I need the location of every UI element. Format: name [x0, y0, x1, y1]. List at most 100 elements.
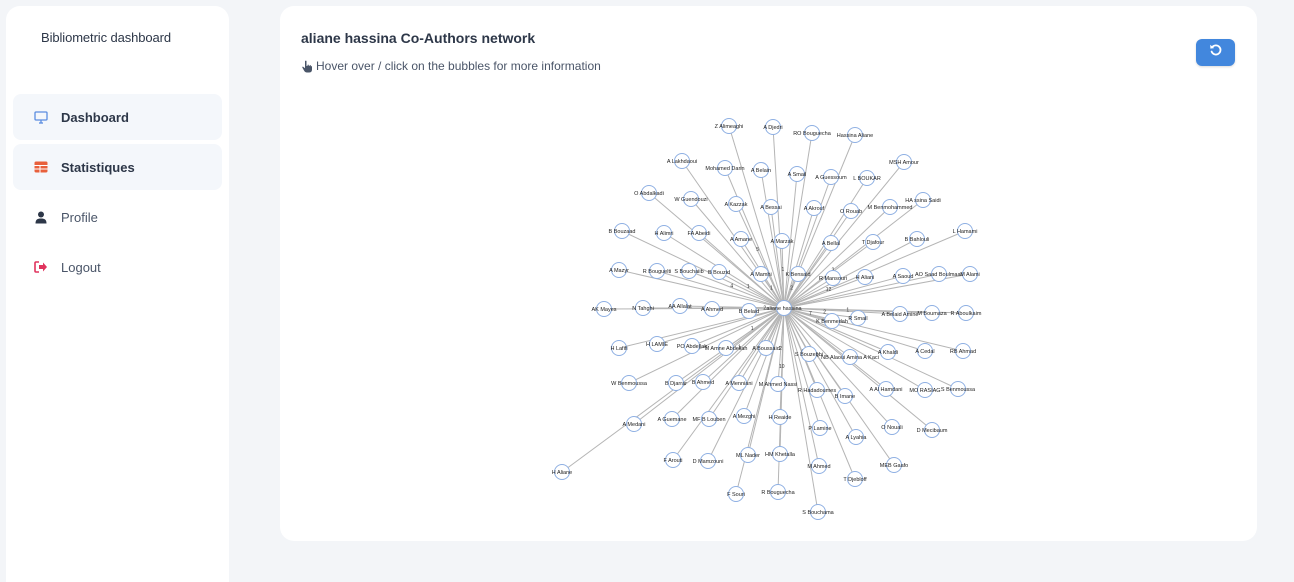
coauthor-node[interactable] — [711, 264, 727, 280]
coauthor-node[interactable] — [823, 235, 839, 251]
coauthor-node[interactable] — [753, 266, 769, 282]
coauthor-node[interactable] — [733, 231, 749, 247]
coauthor-node[interactable] — [924, 422, 940, 438]
coauthor-node[interactable] — [859, 170, 875, 186]
reset-button[interactable] — [1196, 39, 1235, 66]
coauthor-node[interactable] — [758, 340, 774, 356]
coauthor-node[interactable] — [700, 453, 716, 469]
coauthor-node[interactable] — [842, 349, 858, 365]
coauthor-node[interactable] — [665, 452, 681, 468]
coauthor-node[interactable] — [635, 300, 651, 316]
coauthor-node[interactable] — [850, 310, 866, 326]
coauthor-node[interactable] — [770, 376, 786, 392]
coauthor-node[interactable] — [801, 346, 817, 362]
coauthor-node[interactable] — [621, 375, 637, 391]
coauthor-node[interactable] — [847, 471, 863, 487]
coauthor-node[interactable] — [664, 411, 680, 427]
coauthor-node[interactable] — [649, 336, 665, 352]
coauthor-node[interactable] — [728, 196, 744, 212]
coauthor-node-label: RO Bouguecha — [793, 131, 832, 137]
coauthor-node[interactable] — [823, 169, 839, 185]
coauthor-node[interactable] — [668, 375, 684, 391]
coauthor-node[interactable] — [736, 408, 752, 424]
coauthor-node-label: K Benmedah — [816, 319, 848, 325]
coauthor-node[interactable] — [681, 263, 697, 279]
coauthor-node[interactable] — [931, 266, 947, 282]
coauthor-node[interactable] — [672, 298, 688, 314]
coauthor-node[interactable] — [880, 344, 896, 360]
center-author-node[interactable] — [776, 300, 792, 316]
coauthor-node[interactable] — [848, 429, 864, 445]
coauthor-node[interactable] — [649, 263, 665, 279]
coauthor-node[interactable] — [809, 382, 825, 398]
coauthor-node[interactable] — [790, 266, 806, 282]
coauthor-node[interactable] — [825, 270, 841, 286]
coauthor-node[interactable] — [695, 374, 711, 390]
coauthor-node[interactable] — [962, 266, 978, 282]
coauthor-node[interactable] — [614, 223, 630, 239]
coauthor-node[interactable] — [895, 268, 911, 284]
coauthor-node[interactable] — [957, 223, 973, 239]
coauthor-node[interactable] — [884, 419, 900, 435]
coauthor-node[interactable] — [611, 262, 627, 278]
coauthor-node[interactable] — [924, 305, 940, 321]
sidebar-item-logout[interactable]: Logout — [13, 244, 222, 290]
coauthor-node[interactable] — [704, 301, 720, 317]
coauthor-node[interactable] — [886, 457, 902, 473]
sidebar-item-profile[interactable]: Profile — [13, 194, 222, 240]
coauthor-node[interactable] — [691, 225, 707, 241]
coauthor-node[interactable] — [865, 234, 881, 250]
coauthor-node[interactable] — [674, 153, 690, 169]
coauthor-node[interactable] — [917, 343, 933, 359]
coauthor-node[interactable] — [824, 313, 840, 329]
coauthor-node[interactable] — [626, 416, 642, 432]
coauthor-node[interactable] — [909, 231, 925, 247]
coauthor-node[interactable] — [772, 409, 788, 425]
coauthor-node[interactable] — [774, 233, 790, 249]
coauthor-node[interactable] — [554, 464, 570, 480]
coauthor-node[interactable] — [915, 192, 931, 208]
coauthor-node[interactable] — [611, 340, 627, 356]
coauthor-node[interactable] — [763, 199, 779, 215]
coauthor-node[interactable] — [683, 191, 699, 207]
coauthor-node[interactable] — [837, 388, 853, 404]
coauthor-node[interactable] — [741, 303, 757, 319]
coauthor-node[interactable] — [812, 420, 828, 436]
coauthor-node[interactable] — [806, 200, 822, 216]
coauthor-node[interactable] — [656, 225, 672, 241]
coauthor-node[interactable] — [847, 127, 863, 143]
coauthor-node[interactable] — [896, 154, 912, 170]
network-edge — [783, 307, 821, 429]
sidebar-item-statistiques[interactable]: Statistiques — [13, 144, 222, 190]
coauthor-node[interactable] — [731, 375, 747, 391]
coauthor-node[interactable] — [718, 340, 734, 356]
coauthor-node[interactable] — [721, 118, 737, 134]
coauthor-node[interactable] — [717, 160, 733, 176]
coauthor-node[interactable] — [765, 119, 781, 135]
coauthor-node[interactable] — [917, 382, 933, 398]
coauthor-node[interactable] — [770, 484, 786, 500]
coauthor-node[interactable] — [728, 486, 744, 502]
coauthor-node[interactable] — [789, 166, 805, 182]
coauthor-node[interactable] — [843, 203, 859, 219]
coauthor-node[interactable] — [892, 306, 908, 322]
coauthor-node[interactable] — [804, 125, 820, 141]
sidebar-item-dashboard[interactable]: Dashboard — [13, 94, 222, 140]
coauthor-node[interactable] — [740, 447, 756, 463]
coauthor-node[interactable] — [955, 343, 971, 359]
coauthor-node[interactable] — [810, 504, 826, 520]
coauthor-node[interactable] — [882, 199, 898, 215]
coauthor-node[interactable] — [701, 411, 717, 427]
coauthor-node[interactable] — [857, 269, 873, 285]
coauthor-node[interactable] — [596, 301, 612, 317]
network-edge — [783, 173, 798, 309]
coauthor-node[interactable] — [878, 381, 894, 397]
coauthor-node[interactable] — [811, 458, 827, 474]
coauthor-node[interactable] — [753, 162, 769, 178]
coauthor-node[interactable] — [950, 381, 966, 397]
coauthor-node[interactable] — [958, 305, 974, 321]
coauthor-node[interactable] — [772, 446, 788, 462]
coauthor-node[interactable] — [641, 185, 657, 201]
coauthor-node[interactable] — [684, 338, 700, 354]
